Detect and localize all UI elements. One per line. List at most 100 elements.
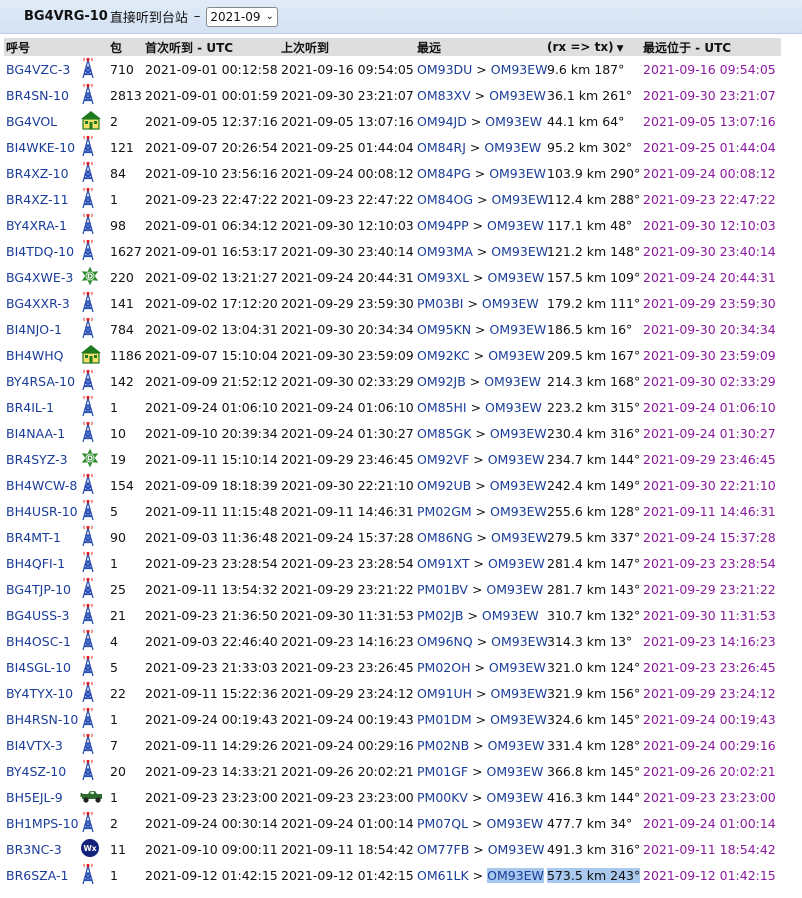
callsign-link[interactable]: BI4SGL-10 xyxy=(6,659,71,675)
callsign-link[interactable]: BI4VTX-3 xyxy=(6,737,63,753)
to-locator-link[interactable]: OM93EW xyxy=(486,763,544,779)
to-locator-link[interactable]: OM93EW xyxy=(490,61,548,77)
callsign-link[interactable]: BG4XXR-3 xyxy=(6,295,70,311)
callsign-link[interactable]: BR4XZ-10 xyxy=(6,165,69,181)
col-rxtx[interactable]: (rx => tx) ▼ xyxy=(545,38,641,56)
from-locator-link[interactable]: OM93XL xyxy=(417,269,470,285)
col-farthest-at[interactable]: 最远位于 - UTC xyxy=(641,38,781,56)
callsign-link[interactable]: BH4RSN-10 xyxy=(6,711,79,727)
from-locator-link[interactable]: OM85HI xyxy=(417,399,467,415)
callsign-link[interactable]: BH1MPS-10 xyxy=(6,815,79,831)
to-locator-link[interactable]: OM93EW xyxy=(489,425,547,441)
callsign-link[interactable]: BY4RSA-10 xyxy=(6,373,76,389)
callsign-link[interactable]: BI4NAA-1 xyxy=(6,425,66,441)
to-locator-link[interactable]: OM93EW xyxy=(491,633,548,649)
callsign-link[interactable]: BH4QFI-1 xyxy=(6,555,66,571)
to-locator-link[interactable]: OM93EW xyxy=(485,399,542,415)
from-locator-link[interactable]: OM93DU xyxy=(417,61,473,77)
to-locator-link[interactable]: OM93EW xyxy=(489,165,546,181)
to-locator-link[interactable]: OM93EW xyxy=(488,347,545,363)
callsign-link[interactable]: BH4USR-10 xyxy=(6,503,78,519)
to-locator-link[interactable]: OM93EW xyxy=(481,607,539,623)
callsign-link[interactable]: BG4TJP-10 xyxy=(6,581,71,597)
callsign-link[interactable]: BR4SN-10 xyxy=(6,87,69,103)
from-locator-link[interactable]: OM91UH xyxy=(417,685,473,701)
to-locator-link[interactable]: OM93EW xyxy=(490,503,547,519)
from-locator-link[interactable]: OM92JB xyxy=(417,373,466,389)
callsign-link[interactable]: BR4XZ-11 xyxy=(6,191,69,207)
to-locator-link[interactable]: OM93EW xyxy=(484,373,542,389)
from-locator-link[interactable]: PM00KV xyxy=(417,789,468,805)
from-locator-link[interactable]: OM84OG xyxy=(417,191,474,207)
callsign-link[interactable]: BH4WHQ xyxy=(6,347,64,363)
callsign-link[interactable]: BR4IL-1 xyxy=(6,399,55,415)
to-locator-link[interactable]: OM93EW xyxy=(489,87,546,103)
from-locator-link[interactable]: PM02GM xyxy=(417,503,472,519)
callsign-link[interactable]: BH4WCW-8 xyxy=(6,477,78,493)
to-locator-link[interactable]: OM93EW xyxy=(487,269,545,285)
from-locator-link[interactable]: OM61LK xyxy=(417,867,469,883)
col-callsign[interactable]: 呼号 xyxy=(4,38,78,56)
from-locator-link[interactable]: PM07QL xyxy=(417,815,469,831)
callsign-link[interactable]: BR4MT-1 xyxy=(6,529,61,545)
from-locator-link[interactable]: OM85GK xyxy=(417,425,472,441)
to-locator-link[interactable]: OM93EW xyxy=(487,451,545,467)
callsign-link[interactable]: BI4TDQ-10 xyxy=(6,243,75,259)
col-first-heard[interactable]: 首次听到 - UTC xyxy=(143,38,279,56)
from-locator-link[interactable]: OM83XV xyxy=(417,87,471,103)
from-locator-link[interactable]: OM92UB xyxy=(417,477,472,493)
from-locator-link[interactable]: OM86NG xyxy=(417,529,473,545)
from-locator-link[interactable]: PM01GF xyxy=(417,763,469,779)
col-farthest[interactable]: 最远 xyxy=(415,38,545,56)
to-locator-link[interactable]: OM93EW xyxy=(491,243,549,259)
to-locator-link[interactable]: OM93EW xyxy=(485,113,543,129)
callsign-link[interactable]: BY4TYX-10 xyxy=(6,685,74,701)
to-locator-link[interactable]: OM93EW xyxy=(490,711,547,727)
to-locator-link[interactable]: OM93EW xyxy=(489,321,547,337)
from-locator-link[interactable]: OM96NQ xyxy=(417,633,473,649)
col-last-heard[interactable]: 上次听到 xyxy=(279,38,415,56)
to-locator-link[interactable]: OM93EW xyxy=(491,529,548,545)
from-locator-link[interactable]: OM84RJ xyxy=(417,139,466,155)
to-locator-link[interactable]: OM93EW xyxy=(487,737,545,753)
to-locator-link[interactable]: OM93EW xyxy=(486,815,544,831)
to-locator-link[interactable]: OM93EW xyxy=(488,659,546,675)
from-locator-link[interactable]: OM91XT xyxy=(417,555,470,571)
from-locator-link[interactable]: PM01DM xyxy=(417,711,472,727)
to-locator-link[interactable]: OM93EW xyxy=(490,685,548,701)
callsign-link[interactable]: BR6SZA-1 xyxy=(6,867,69,883)
period-select[interactable]: 2021-09 ⌄ xyxy=(206,6,278,27)
callsign-link[interactable]: BY4XRA-1 xyxy=(6,217,67,233)
from-locator-link[interactable]: OM92KC xyxy=(417,347,470,363)
callsign-link[interactable]: BG4XWE-3 xyxy=(6,269,74,285)
to-locator-link[interactable]: OM93EW xyxy=(484,139,542,155)
to-locator-link[interactable]: OM93EW xyxy=(486,789,544,805)
callsign-link[interactable]: BR4SYZ-3 xyxy=(6,451,68,467)
to-locator-link[interactable]: OM93EW xyxy=(491,191,549,207)
col-packets[interactable]: 包 xyxy=(108,38,143,56)
callsign-link[interactable]: BI4WKE-10 xyxy=(6,139,76,155)
from-locator-link[interactable]: OM84PG xyxy=(417,165,471,181)
from-locator-link[interactable]: PM01BV xyxy=(417,581,468,597)
to-locator-link[interactable]: OM93EW xyxy=(487,841,545,857)
from-locator-link[interactable]: PM02NB xyxy=(417,737,470,753)
to-locator-link[interactable]: OM93EW xyxy=(489,477,547,493)
to-locator-link[interactable]: OM93EW xyxy=(481,295,539,311)
from-locator-link[interactable]: PM02JB xyxy=(417,607,464,623)
from-locator-link[interactable]: OM94JD xyxy=(417,113,467,129)
from-locator-link[interactable]: OM93MA xyxy=(417,243,473,259)
callsign-link[interactable]: BH4OSC-1 xyxy=(6,633,71,649)
from-locator-link[interactable]: OM92VF xyxy=(417,451,470,467)
callsign-link[interactable]: BI4NJO-1 xyxy=(6,321,62,337)
to-locator-link[interactable]: OM93EW xyxy=(486,581,544,597)
callsign-link[interactable]: BG4USS-3 xyxy=(6,607,70,623)
callsign-link[interactable]: BH5EJL-9 xyxy=(6,789,63,805)
from-locator-link[interactable]: PM03BI xyxy=(417,295,464,311)
callsign-link[interactable]: BY4SZ-10 xyxy=(6,763,67,779)
to-locator-link[interactable]: OM93EW xyxy=(487,867,544,883)
from-locator-link[interactable]: OM95KN xyxy=(417,321,472,337)
from-locator-link[interactable]: OM94PP xyxy=(417,217,469,233)
to-locator-link[interactable]: OM93EW xyxy=(487,555,545,571)
callsign-link[interactable]: BG4VOL xyxy=(6,113,58,129)
from-locator-link[interactable]: OM77FB xyxy=(417,841,470,857)
